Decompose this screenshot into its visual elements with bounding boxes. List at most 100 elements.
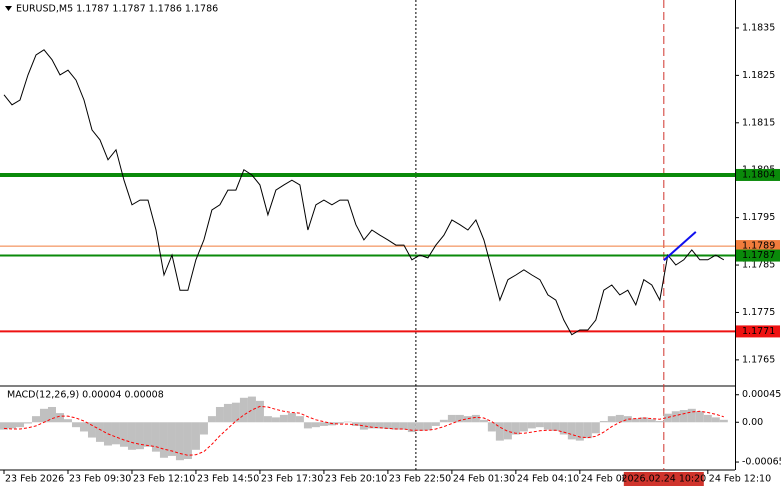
histogram-bar xyxy=(647,419,656,423)
histogram-bar xyxy=(239,397,248,423)
histogram-bar xyxy=(511,422,520,435)
histogram-bar xyxy=(263,416,272,423)
histogram-bar xyxy=(439,419,448,423)
histogram-bar xyxy=(407,422,416,433)
indicator-title: MACD(12,26,9) 0.00004 0.00008 xyxy=(7,390,164,401)
y-tick-label: 1.1835 xyxy=(742,22,775,33)
histogram-bar xyxy=(623,416,632,423)
histogram-bar xyxy=(551,422,560,431)
histogram-bar xyxy=(135,422,144,450)
histogram-bar xyxy=(279,414,288,423)
level-label-box xyxy=(736,168,780,181)
histogram-bar xyxy=(39,408,48,423)
x-tick-label: 23 Feb 17:30 xyxy=(261,474,323,485)
histogram-bar xyxy=(399,422,408,430)
histogram-bar xyxy=(479,419,488,423)
histogram-bar xyxy=(359,422,368,430)
histogram-bar xyxy=(703,414,712,423)
histogram-bar xyxy=(15,422,24,428)
histogram-bar xyxy=(7,422,16,429)
histogram-bar xyxy=(383,422,392,429)
histogram-bar xyxy=(591,422,600,434)
x-tick-label: 23 Feb 20:10 xyxy=(325,474,387,485)
y-tick-label: 1.1785 xyxy=(742,260,775,271)
indicator-y-tick-label: 0.00 xyxy=(742,417,763,428)
histogram-bar xyxy=(295,416,304,423)
histogram-bar xyxy=(375,422,384,429)
y-tick-label: 1.1795 xyxy=(742,212,775,223)
x-tick-label: 23 Feb 12:10 xyxy=(133,474,195,485)
y-tick-label: 1.1765 xyxy=(742,354,775,365)
histogram-bar xyxy=(719,419,728,423)
indicator-y-tick-label: 0.00045 xyxy=(742,389,781,400)
histogram-bar xyxy=(503,422,512,440)
histogram-bar xyxy=(663,413,672,423)
trendline xyxy=(663,231,697,262)
histogram-bar xyxy=(695,411,704,423)
histogram-bar xyxy=(495,422,504,441)
histogram-bar xyxy=(367,422,376,429)
histogram-bar xyxy=(255,400,264,423)
histogram-bar xyxy=(351,422,360,426)
histogram-bar xyxy=(447,414,456,423)
level-label-box xyxy=(736,325,780,338)
histogram-bar xyxy=(671,411,680,423)
chart-title: EURUSD,M5 1.1787 1.1787 1.1786 1.1786 xyxy=(16,4,218,15)
histogram-bar xyxy=(143,422,152,447)
histogram-bar xyxy=(303,422,312,429)
histogram-bar xyxy=(119,422,128,447)
histogram-bar xyxy=(191,422,200,450)
x-tick-label: 23 Feb 22:50 xyxy=(389,474,451,485)
histogram-bar xyxy=(423,422,432,431)
level-label: 1.1804 xyxy=(742,169,775,180)
histogram-bar xyxy=(127,422,136,450)
y-tick-label: 1.1825 xyxy=(742,70,775,81)
y-tick-label: 1.1775 xyxy=(742,307,775,318)
histogram-bar xyxy=(567,422,576,440)
x-tick-label: 24 Feb 04:10 xyxy=(517,474,579,485)
x-tick-label: 24 Feb 06:50 xyxy=(581,474,643,485)
histogram-bar xyxy=(0,422,8,430)
x-tick-label: 23 Feb 09:30 xyxy=(69,474,131,485)
histogram-bar xyxy=(391,422,400,430)
histogram-bar xyxy=(415,422,424,431)
x-tick-label: 23 Feb 14:50 xyxy=(197,474,259,485)
histogram-bar xyxy=(111,422,120,445)
histogram-bar xyxy=(287,413,296,423)
histogram-bar xyxy=(95,422,104,442)
histogram-bar xyxy=(175,422,184,461)
histogram-bar xyxy=(335,422,344,424)
level-label: 1.1771 xyxy=(742,326,775,337)
histogram-bar xyxy=(55,413,64,423)
histogram-bar xyxy=(639,417,648,423)
level-label-box xyxy=(736,249,780,262)
level-label: 1.1789 xyxy=(742,241,775,252)
histogram-bar xyxy=(599,421,608,423)
signal-line xyxy=(3,405,724,456)
histogram-bar xyxy=(79,422,88,432)
menu-triangle[interactable] xyxy=(5,6,12,11)
histogram-bar xyxy=(455,414,464,423)
histogram-bar xyxy=(431,422,440,426)
histogram-bar xyxy=(167,422,176,456)
x-tick-label: 24 Feb 01:30 xyxy=(453,474,515,485)
histogram-bar xyxy=(215,406,224,423)
histogram-bar xyxy=(319,422,328,426)
histogram-bar xyxy=(711,417,720,423)
indicator-y-tick-label: -0.00065 xyxy=(742,457,781,468)
histogram-bar xyxy=(47,406,56,423)
histogram-bar xyxy=(23,422,32,424)
histogram-bar xyxy=(231,402,240,423)
histogram-bar xyxy=(535,422,544,428)
histogram-bar xyxy=(471,414,480,423)
histogram-bar xyxy=(607,416,616,423)
histogram-bar xyxy=(575,422,584,441)
histogram-bar xyxy=(31,416,40,423)
histogram-bar xyxy=(63,419,72,423)
histogram-bar xyxy=(223,403,232,423)
histogram-bar xyxy=(615,414,624,423)
histogram-bar xyxy=(487,422,496,432)
x-tick-label: 23 Feb 2026 xyxy=(5,474,64,485)
histogram-bar xyxy=(183,422,192,459)
